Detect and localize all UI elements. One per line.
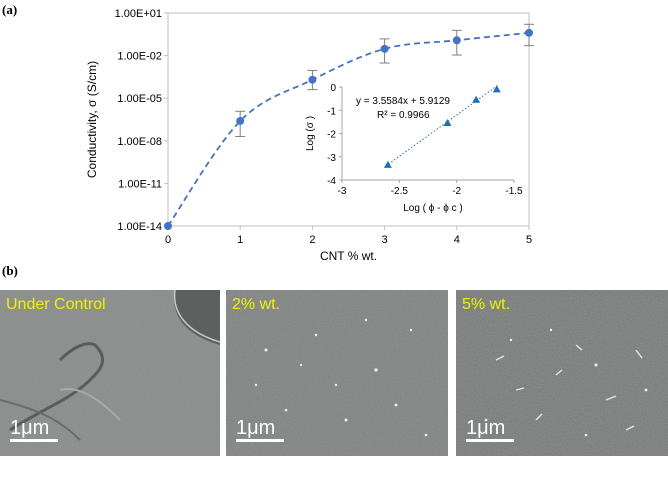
inset-y-tick-label: -2 (327, 130, 336, 141)
sem-label-2wt: 2% wt. (232, 296, 281, 313)
inset-equation: y = 3.5584x + 5.9129 (356, 96, 450, 107)
inset-y-tick-label: 0 (330, 83, 336, 94)
x-tick-label: 5 (526, 234, 532, 246)
inset-x-axis-label: Log ( ϕ - ϕ c ) (403, 203, 463, 214)
panel-label-a: (a) (2, 2, 18, 17)
scale-label-2wt: 1μm (236, 417, 276, 439)
inset-r2: R² = 0.9966 (377, 110, 430, 121)
data-point (164, 222, 172, 230)
sem-texture-5wt (456, 290, 668, 456)
sem-image-2wt: 2% wt. 1μm (226, 290, 448, 456)
sem-label-5wt: 5% wt. (462, 296, 511, 313)
x-tick-label: 2 (309, 234, 315, 246)
sem-texture-2wt (226, 290, 448, 456)
x-axis-label: CNT % wt. (320, 249, 377, 263)
inset-trendline (385, 83, 500, 167)
scale-bar-control (10, 439, 58, 442)
inset-data-point (383, 160, 392, 168)
x-tick-label: 1 (237, 234, 243, 246)
sem-texture-control (0, 290, 220, 456)
x-tick-label: 0 (165, 234, 171, 246)
y-tick-label: 1.00E-11 (118, 178, 162, 190)
data-point (380, 44, 389, 53)
inset-x-tick-label: -3 (338, 186, 347, 197)
sem-image-control: Under Control 1μm (0, 290, 220, 456)
scale-label-5wt: 1μm (466, 417, 506, 439)
inset-x-tick-label: -1.5 (505, 186, 523, 197)
inset-data-point (472, 95, 481, 103)
y-tick-label: 1.00E+01 (115, 8, 162, 20)
sem-image-5wt: 5% wt. 1μm (456, 290, 668, 456)
inset-y-axis-label: Log (σ ) (305, 116, 316, 151)
inset-x-tick-label: -2 (452, 186, 461, 197)
y-axis-label: Conductivity, σ (S/cm) (85, 61, 99, 178)
x-tick-label: 3 (382, 234, 388, 246)
inset-y-tick-label: -3 (327, 153, 336, 164)
scale-label-control: 1μm (10, 417, 50, 439)
y-tick-label: 1.00E-08 (117, 136, 162, 148)
scale-bar-2wt (236, 439, 284, 442)
inset-y-tick-label: -1 (327, 106, 336, 117)
conductivity-line (167, 31, 530, 227)
y-tick-label: 1.00E-05 (117, 93, 162, 105)
inset-data-point (443, 119, 452, 127)
y-tick-label: 1.00E-02 (117, 51, 162, 63)
sem-label-control: Under Control (6, 296, 106, 313)
inset-x-tick-label: -2.5 (391, 186, 409, 197)
x-tick-label: 4 (454, 234, 460, 246)
y-tick-label: 1.00E-14 (117, 221, 162, 233)
data-point (236, 116, 245, 125)
main-plot-frame (167, 12, 530, 227)
data-point (452, 36, 461, 45)
inset-data-point (492, 85, 501, 93)
scale-bar-5wt (466, 439, 514, 442)
inset-y-tick-label: -4 (327, 176, 336, 187)
data-point (308, 75, 317, 84)
panel-label-b: (b) (2, 263, 18, 278)
data-point (525, 28, 533, 37)
conductivity-chart: 1.00E-14 1.00E-11 1.00E-08 1.00E-05 1.00E-02… (85, 8, 534, 263)
